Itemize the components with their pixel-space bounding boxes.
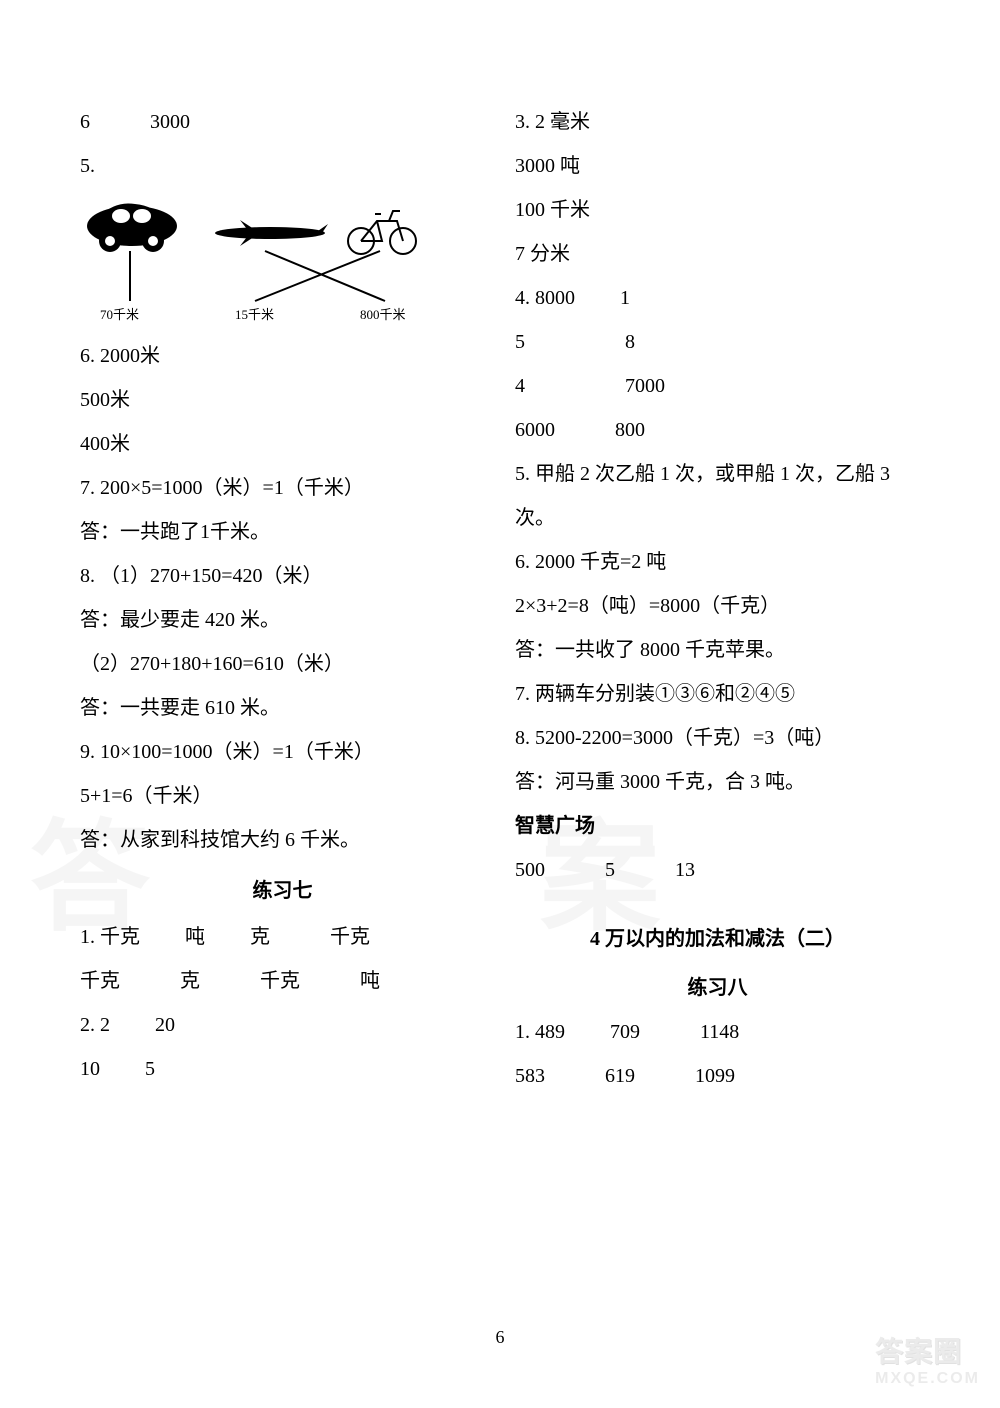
text-line: 1. 千克 吨 克 千克 bbox=[80, 915, 485, 959]
text-line: 2. 2 20 bbox=[80, 1003, 485, 1047]
text-line: 500 5 13 bbox=[515, 848, 920, 892]
text-line: 7. 200×5=1000（米）=1（千米） bbox=[80, 466, 485, 510]
text-line: 400米 bbox=[80, 422, 485, 466]
value: 克 bbox=[180, 970, 200, 992]
text-line: 6. 2000 千克=2 吨 bbox=[515, 540, 920, 584]
text-line: 答：一共跑了1千米。 bbox=[80, 510, 485, 554]
text-line: 4 7000 bbox=[515, 364, 920, 408]
watermark-logo: 答案圈 MXQE.COM bbox=[875, 1330, 980, 1388]
text-line: 答：一共要走 610 米。 bbox=[80, 686, 485, 730]
value: 709 bbox=[610, 1021, 640, 1043]
value: 3000 bbox=[150, 111, 190, 133]
value: 4. 8000 bbox=[515, 287, 575, 309]
value: 800 bbox=[615, 419, 645, 441]
matching-diagram: 70千米 15千米 800千米 bbox=[80, 196, 420, 326]
value: 619 bbox=[605, 1065, 635, 1087]
text-line: 583 619 1099 bbox=[515, 1054, 920, 1098]
text-line: 答：一共收了 8000 千克苹果。 bbox=[515, 628, 920, 672]
value: 1 bbox=[620, 287, 630, 309]
value: 吨 bbox=[185, 926, 205, 948]
text-line: 500米 bbox=[80, 378, 485, 422]
unit-title: 4 万以内的加法和减法（二） bbox=[515, 922, 920, 951]
text-line: 4. 8000 1 bbox=[515, 276, 920, 320]
text-line: 8. 5200-2200=3000（千克）=3（吨） bbox=[515, 716, 920, 760]
value: 5 bbox=[515, 331, 525, 353]
match-label: 70千米 bbox=[100, 304, 139, 323]
value: 13 bbox=[675, 859, 695, 881]
page-container: 6 3000 5. bbox=[80, 100, 920, 1348]
value: 5 bbox=[145, 1058, 155, 1080]
value: 2. 2 bbox=[80, 1014, 110, 1036]
text-line: 6 3000 bbox=[80, 100, 485, 144]
right-column: 3. 2 毫米 3000 吨 100 千米 7 分米 4. 8000 1 5 8… bbox=[515, 100, 920, 1348]
text-line: （2）270+180+160=610（米） bbox=[80, 642, 485, 686]
text-line: 5. bbox=[80, 144, 485, 188]
text-line: 2×3+2=8（吨）=8000（千克） bbox=[515, 584, 920, 628]
value: 5 bbox=[605, 859, 615, 881]
text-line: 3. 2 毫米 bbox=[515, 100, 920, 144]
value: 8 bbox=[625, 331, 635, 353]
text-line: 6000 800 bbox=[515, 408, 920, 452]
value: 1. 489 bbox=[515, 1021, 565, 1043]
value: 10 bbox=[80, 1058, 100, 1080]
value: 500 bbox=[515, 859, 545, 881]
value: 千克 bbox=[80, 970, 120, 992]
text-line: 5+1=6（千米） bbox=[80, 774, 485, 818]
text-line: 10 5 bbox=[80, 1047, 485, 1091]
text-line: 3000 吨 bbox=[515, 144, 920, 188]
value: 1148 bbox=[700, 1021, 739, 1043]
watermark-main: 答案圈 bbox=[875, 1330, 980, 1370]
page-number: 6 bbox=[496, 1327, 505, 1348]
match-label: 15千米 bbox=[235, 304, 274, 323]
text-line: 8. （1）270+150=420（米） bbox=[80, 554, 485, 598]
text-line: 5. 甲船 2 次乙船 1 次，或甲船 1 次，乙船 3 bbox=[515, 452, 920, 496]
left-column: 6 3000 5. bbox=[80, 100, 485, 1348]
section-title-ex7: 练习七 bbox=[80, 874, 485, 903]
value: 1. 千克 bbox=[80, 926, 140, 948]
section-title-ex8: 练习八 bbox=[515, 971, 920, 1000]
text-line: 6. 2000米 bbox=[80, 334, 485, 378]
value: 千克 bbox=[330, 926, 370, 948]
watermark-sub: MXQE.COM bbox=[875, 1370, 980, 1388]
text-line: 7 分米 bbox=[515, 232, 920, 276]
value: 7000 bbox=[625, 375, 665, 397]
text-line: 次。 bbox=[515, 496, 920, 540]
text-line: 答：河马重 3000 千克，合 3 吨。 bbox=[515, 760, 920, 804]
text-line: 100 千米 bbox=[515, 188, 920, 232]
text-line: 9. 10×100=1000（米）=1（千米） bbox=[80, 730, 485, 774]
text-line: 答：从家到科技馆大约 6 千米。 bbox=[80, 818, 485, 862]
match-label: 800千米 bbox=[360, 304, 406, 323]
text-line: 1. 489 709 1148 bbox=[515, 1010, 920, 1054]
value: 吨 bbox=[360, 970, 380, 992]
smart-square-title: 智慧广场 bbox=[515, 804, 920, 848]
value: 4 bbox=[515, 375, 525, 397]
value: 克 bbox=[250, 926, 270, 948]
value: 6000 bbox=[515, 419, 555, 441]
value: 1099 bbox=[695, 1065, 735, 1087]
text-line: 答：最少要走 420 米。 bbox=[80, 598, 485, 642]
text-line: 5 8 bbox=[515, 320, 920, 364]
value: 6 bbox=[80, 111, 90, 133]
text-line: 千克 克 千克 吨 bbox=[80, 959, 485, 1003]
text-line: 7. 两辆车分别装①③⑥和②④⑤ bbox=[515, 672, 920, 716]
value: 20 bbox=[155, 1014, 175, 1036]
value: 千克 bbox=[260, 970, 300, 992]
value: 583 bbox=[515, 1065, 545, 1087]
